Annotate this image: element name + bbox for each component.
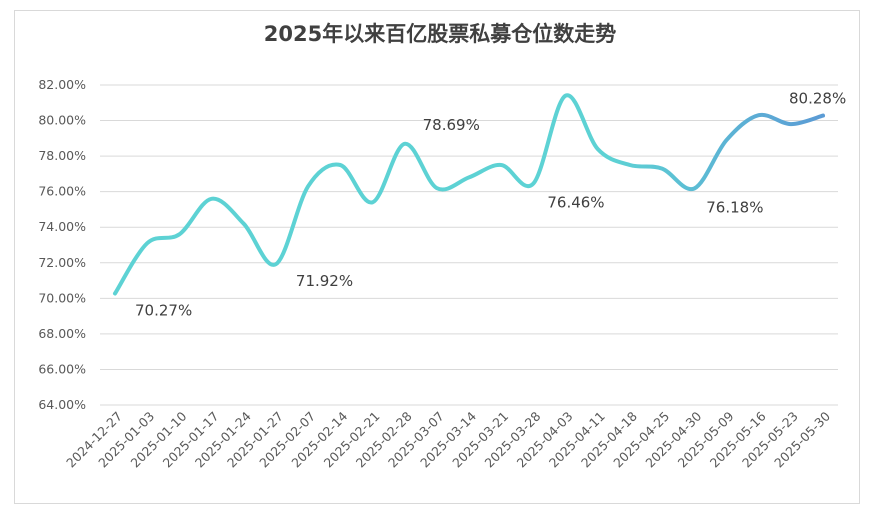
series-line: [113, 93, 825, 296]
y-tick-label: 78.00%: [38, 148, 86, 163]
chart-frame: [14, 10, 860, 504]
data-label: 70.27%: [135, 302, 192, 320]
y-tick-label: 82.00%: [38, 77, 86, 92]
y-tick-label: 64.00%: [38, 397, 86, 412]
y-tick-label: 72.00%: [38, 255, 86, 270]
y-tick-label: 74.00%: [38, 219, 86, 234]
y-tick-label: 70.00%: [38, 290, 86, 305]
data-label: 78.69%: [423, 116, 480, 134]
y-tick-label: 80.00%: [38, 113, 86, 128]
data-label: 76.18%: [706, 198, 763, 216]
chart-title: 2025年以来百亿股票私募仓位数走势: [263, 22, 617, 46]
y-tick-label: 66.00%: [38, 361, 86, 376]
y-tick-label: 68.00%: [38, 326, 86, 341]
data-label: 71.92%: [296, 272, 353, 290]
y-tick-label: 76.00%: [38, 184, 86, 199]
data-label: 80.28%: [789, 90, 846, 108]
data-label: 76.46%: [547, 193, 604, 211]
